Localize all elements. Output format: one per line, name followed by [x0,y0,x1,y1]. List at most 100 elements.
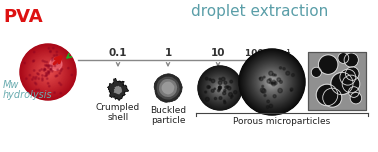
Circle shape [252,62,292,102]
Circle shape [223,92,226,95]
Circle shape [46,74,48,76]
Circle shape [251,61,293,103]
Circle shape [270,80,274,84]
Circle shape [245,55,299,109]
Circle shape [52,58,54,59]
Circle shape [219,87,221,89]
Circle shape [242,52,302,112]
Circle shape [273,74,275,76]
Circle shape [40,64,56,80]
Text: PVA: PVA [3,8,43,26]
Circle shape [290,90,292,91]
Circle shape [268,78,277,86]
Circle shape [48,48,50,49]
Circle shape [46,70,50,74]
Circle shape [207,86,210,88]
Circle shape [218,86,220,89]
Circle shape [215,83,225,93]
Circle shape [36,60,60,84]
Circle shape [30,54,66,90]
Circle shape [48,65,50,67]
Circle shape [33,70,35,71]
Circle shape [209,77,231,99]
Circle shape [345,54,358,66]
Circle shape [215,84,225,92]
Circle shape [50,69,52,70]
Circle shape [332,74,352,93]
Circle shape [244,54,300,110]
Text: Buckled
particle: Buckled particle [150,106,186,125]
Circle shape [36,89,37,91]
Circle shape [218,86,222,90]
Circle shape [208,86,210,88]
Circle shape [50,65,51,66]
Circle shape [48,71,50,72]
Circle shape [38,74,39,75]
Circle shape [219,87,221,89]
Circle shape [205,77,208,80]
Circle shape [71,74,73,76]
Circle shape [265,75,279,89]
Circle shape [29,54,67,90]
Circle shape [320,56,337,73]
Circle shape [263,73,281,91]
Circle shape [217,85,223,91]
Circle shape [38,62,58,82]
Circle shape [37,61,59,83]
Circle shape [255,65,289,99]
Circle shape [271,82,274,84]
Circle shape [67,57,69,59]
Circle shape [243,53,301,111]
Circle shape [246,56,298,108]
Circle shape [263,73,280,91]
Circle shape [277,78,280,81]
Circle shape [257,67,287,97]
Circle shape [55,75,57,77]
Circle shape [57,69,59,71]
Circle shape [214,97,217,100]
Circle shape [46,61,48,63]
Circle shape [212,79,228,96]
Circle shape [35,78,36,80]
Circle shape [250,60,294,104]
Circle shape [20,45,76,99]
Circle shape [51,66,53,67]
Circle shape [24,48,72,96]
Circle shape [247,57,297,107]
Circle shape [251,60,293,104]
Circle shape [206,74,234,102]
Text: Mw: Mw [3,80,19,90]
Circle shape [40,64,56,80]
Circle shape [269,79,275,85]
Circle shape [218,88,220,91]
Circle shape [324,89,341,106]
Circle shape [268,78,276,86]
Circle shape [50,69,51,70]
Circle shape [33,60,34,62]
Circle shape [24,62,25,64]
Circle shape [212,80,228,96]
Circle shape [231,95,233,97]
Circle shape [41,69,43,70]
Circle shape [253,63,291,101]
Circle shape [253,63,291,101]
Circle shape [210,78,230,98]
Circle shape [59,73,60,74]
Circle shape [60,70,62,72]
Circle shape [291,74,294,76]
Circle shape [240,50,304,114]
Circle shape [68,67,69,69]
Circle shape [262,72,282,92]
Circle shape [44,75,46,77]
Circle shape [244,54,300,110]
Circle shape [33,57,63,87]
Circle shape [224,102,226,104]
Circle shape [23,47,73,97]
Circle shape [262,89,266,93]
Circle shape [218,86,222,90]
Text: hydrolysis: hydrolysis [3,90,53,100]
Circle shape [259,68,286,96]
Circle shape [256,66,288,98]
Circle shape [47,83,49,84]
Circle shape [50,68,52,69]
